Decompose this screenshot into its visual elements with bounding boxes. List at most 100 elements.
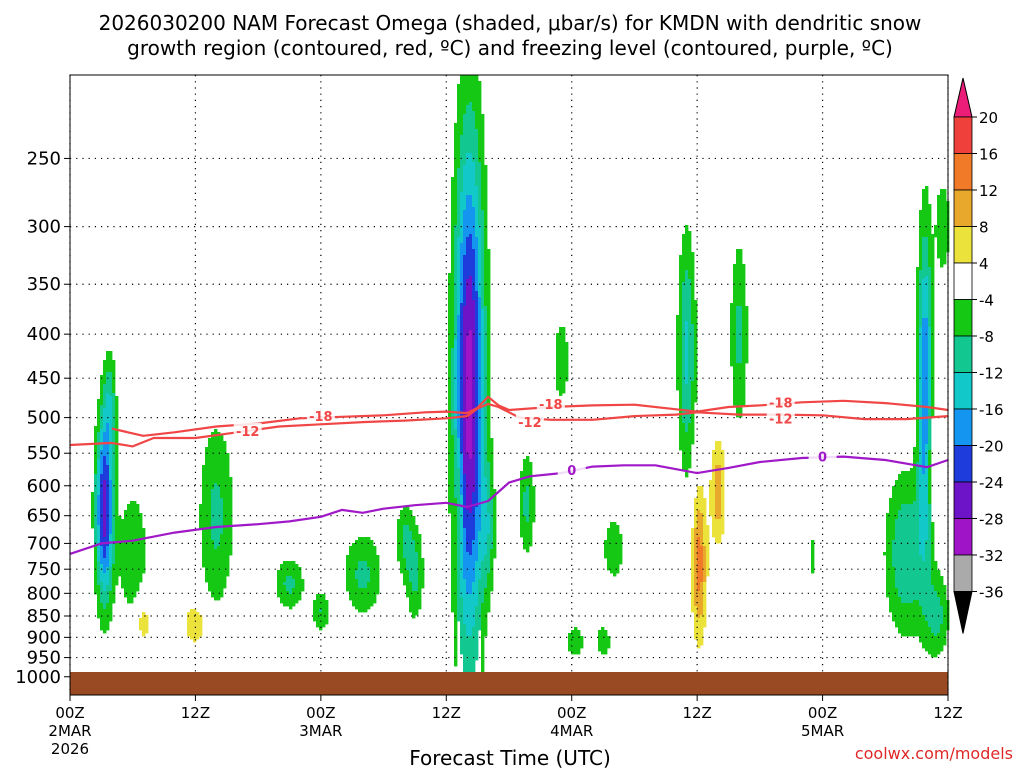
omega-cell (484, 306, 488, 478)
colorbar-label: 12 (979, 182, 998, 200)
omega-cell (811, 540, 815, 574)
y-tick-label: 650 (27, 506, 61, 527)
omega-cell (469, 636, 473, 688)
omega-cell (376, 555, 380, 595)
colorbar-label: -32 (979, 547, 1004, 565)
omega-cell (736, 363, 740, 418)
omega-cell (730, 303, 734, 367)
omega-cell (697, 510, 701, 538)
omega-cell (922, 615, 926, 649)
omega-cell (700, 582, 704, 616)
omega-cell (607, 528, 611, 571)
omega-cell (355, 540, 359, 571)
omega-cell (463, 474, 467, 529)
omega-cell (319, 609, 323, 613)
omega-cell (463, 306, 467, 475)
omega-cell (103, 480, 107, 538)
omega-cell (934, 591, 938, 637)
omega-cell (520, 471, 524, 538)
omega-cell (103, 360, 107, 385)
omega-cell (358, 588, 362, 613)
omega-cell (112, 360, 116, 394)
omega-cell (412, 516, 416, 541)
omega-cell (931, 234, 935, 418)
omega-cell (682, 282, 686, 424)
omega-cell (229, 477, 233, 556)
omega-cell (421, 558, 425, 589)
omega-cell (523, 516, 527, 550)
omega-cell (475, 237, 479, 292)
omega-cell (94, 546, 98, 595)
omega-cell (472, 249, 476, 301)
omega-cell (469, 75, 473, 103)
omega-cell (472, 162, 476, 208)
x-tick-label: 4MAR (550, 722, 593, 740)
omega-cell (571, 630, 575, 655)
omega-cell (718, 519, 722, 544)
x-tick-label: 00Z (306, 704, 335, 722)
omega-cell (136, 504, 140, 592)
omega-cell (463, 75, 467, 115)
omega-cell (319, 594, 323, 610)
omega-cell (292, 579, 296, 589)
omega-cell (199, 615, 203, 637)
omega-cell (916, 600, 920, 637)
omega-cell (457, 237, 461, 316)
omega-cell (676, 315, 680, 391)
y-tick-label: 800 (27, 583, 61, 604)
omega-cell (700, 615, 704, 646)
omega-cell (469, 459, 473, 514)
omega-cell (109, 480, 113, 535)
colorbar-label: -36 (979, 584, 1004, 602)
omega-cell (355, 579, 359, 610)
contour-label-bg (306, 408, 335, 425)
omega-cell (682, 234, 686, 283)
omega-cell (703, 582, 707, 628)
omega-cell (283, 585, 287, 607)
omega-cell (478, 225, 482, 298)
omega-cell (922, 189, 926, 238)
omega-cell (457, 468, 461, 622)
omega-cell (361, 537, 365, 562)
omega-cell (919, 270, 923, 328)
omega-cell (937, 597, 941, 634)
omega-cell (100, 582, 104, 604)
omega-cell (361, 561, 365, 589)
omega-cell (109, 591, 113, 622)
y-tick-label: 950 (27, 648, 61, 669)
omega-cell (685, 225, 689, 271)
credit-link[interactable]: coolwx.com/models (855, 744, 1013, 763)
contour-label-bg (536, 395, 565, 412)
omega-cell (607, 636, 611, 649)
omega-cell (610, 522, 614, 574)
omega-cell (457, 438, 461, 469)
omega-cell (214, 549, 218, 601)
omega-cell (940, 189, 944, 268)
omega-cell (196, 612, 200, 640)
omega-cell (298, 567, 302, 601)
y-tick-label: 400 (27, 324, 61, 345)
omega-cell (469, 594, 473, 637)
y-tick-label: 550 (27, 443, 61, 464)
omega-cell (211, 489, 215, 541)
omega-cell (472, 111, 476, 163)
omega-cell (472, 207, 476, 250)
omega-cell (472, 540, 476, 583)
omega-cell (415, 525, 419, 553)
omega-shading-layer (91, 75, 950, 688)
omega-cell (700, 546, 704, 583)
omega-cell (739, 249, 743, 307)
omega-cell (352, 543, 356, 607)
omega-cell (484, 555, 488, 589)
omega-cell (100, 450, 104, 475)
omega-cell (703, 546, 707, 583)
y-tick-label: 1000 (15, 667, 61, 688)
omega-cell (703, 498, 707, 547)
omega-cell (415, 591, 419, 616)
omega-cell (358, 561, 362, 589)
omega-cell (367, 537, 371, 568)
colorbar-bin (953, 372, 973, 410)
colorbar-bin (953, 116, 973, 154)
omega-cell (568, 633, 572, 652)
omega-cell (940, 576, 944, 607)
